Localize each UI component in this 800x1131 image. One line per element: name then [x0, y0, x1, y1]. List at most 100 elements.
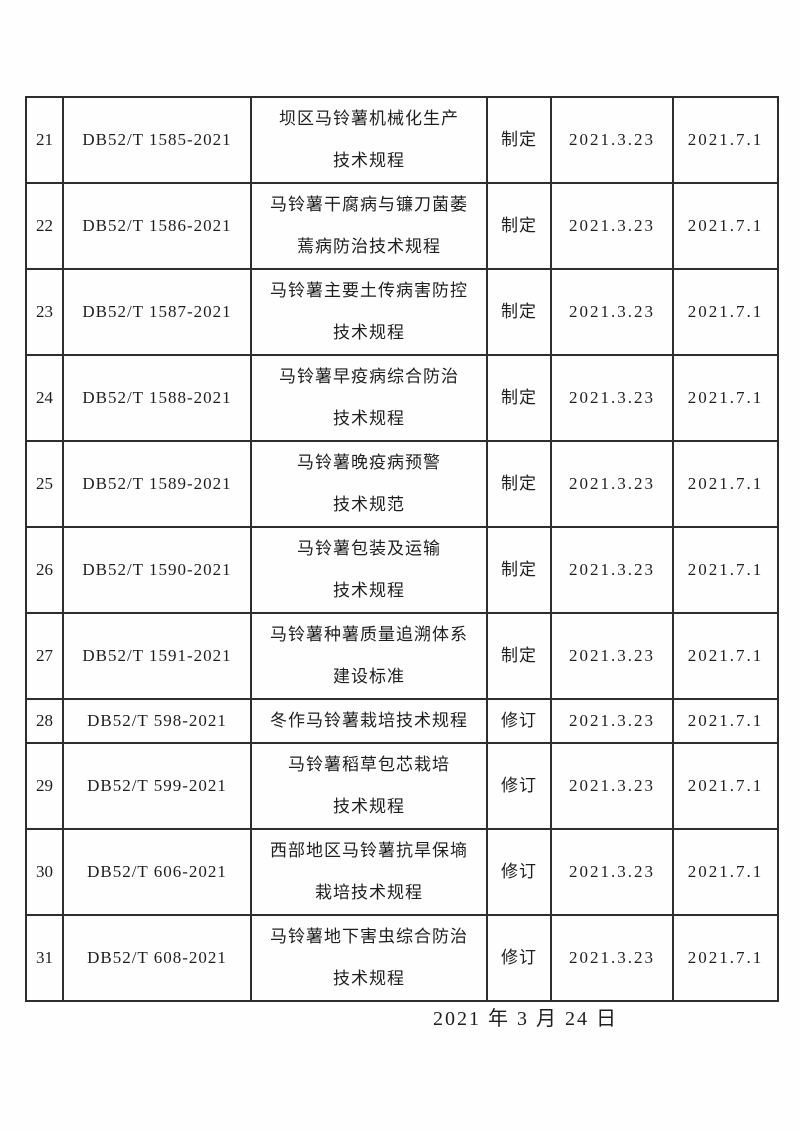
- table-row: 22 DB52/T 1586-2021 马铃薯干腐病与镰刀菌萎 蔫病防治技术规程 …: [25, 182, 779, 270]
- standard-code-cell: DB52/T 608-2021: [62, 914, 252, 1002]
- date-approved-cell: 2021.3.23: [550, 914, 674, 1002]
- standard-name-line: 马铃薯包装及运输: [297, 539, 441, 558]
- action-type-cell: 修订: [486, 828, 552, 916]
- standard-name-cell: 西部地区马铃薯抗旱保墒 栽培技术规程: [250, 828, 488, 916]
- standard-code-cell: DB52/T 599-2021: [62, 742, 252, 830]
- standard-code-cell: DB52/T 1586-2021: [62, 182, 252, 270]
- standard-code-cell: DB52/T 1588-2021: [62, 354, 252, 442]
- row-number-cell: 21: [25, 96, 64, 184]
- standard-name-cell: 马铃薯稻草包芯栽培 技术规程: [250, 742, 488, 830]
- date-approved-cell: 2021.3.23: [550, 742, 674, 830]
- table-row: 29 DB52/T 599-2021 马铃薯稻草包芯栽培 技术规程 修订 2021…: [25, 742, 779, 830]
- action-type-cell: 制定: [486, 526, 552, 614]
- date-effective-cell: 2021.7.1: [672, 354, 779, 442]
- date-approved-cell: 2021.3.23: [550, 828, 674, 916]
- row-number-cell: 31: [25, 914, 64, 1002]
- action-type-cell: 制定: [486, 96, 552, 184]
- standard-name-line: 技术规程: [333, 323, 405, 342]
- standard-name-line: 蔫病防治技术规程: [297, 237, 441, 256]
- action-type-cell: 修订: [486, 914, 552, 1002]
- row-number-cell: 27: [25, 612, 64, 700]
- date-approved-cell: 2021.3.23: [550, 182, 674, 270]
- standard-name-line: 技术规程: [333, 581, 405, 600]
- standard-name-line: 技术规程: [333, 797, 405, 816]
- action-type-cell: 修订: [486, 698, 552, 744]
- standard-name-line: 马铃薯主要土传病害防控: [270, 281, 468, 300]
- standard-name-line: 马铃薯地下害虫综合防治: [270, 927, 468, 946]
- standard-name-line: 栽培技术规程: [315, 883, 423, 902]
- date-effective-cell: 2021.7.1: [672, 828, 779, 916]
- standard-name-line: 马铃薯早疫病综合防治: [279, 367, 459, 386]
- date-effective-cell: 2021.7.1: [672, 698, 779, 744]
- standard-code-cell: DB52/T 1585-2021: [62, 96, 252, 184]
- action-type-cell: 制定: [486, 354, 552, 442]
- table-row: 28 DB52/T 598-2021 冬作马铃薯栽培技术规程 修订 2021.3…: [25, 698, 779, 744]
- standard-name-cell: 马铃薯干腐病与镰刀菌萎 蔫病防治技术规程: [250, 182, 488, 270]
- standard-name-line: 马铃薯晚疫病预警: [297, 453, 441, 472]
- row-number-cell: 29: [25, 742, 64, 830]
- date-approved-cell: 2021.3.23: [550, 354, 674, 442]
- row-number-cell: 25: [25, 440, 64, 528]
- row-number-cell: 22: [25, 182, 64, 270]
- standard-name-line: 马铃薯干腐病与镰刀菌萎: [270, 195, 468, 214]
- table-row: 27 DB52/T 1591-2021 马铃薯种薯质量追溯体系 建设标准 制定 2…: [25, 612, 779, 700]
- row-number-cell: 30: [25, 828, 64, 916]
- date-effective-cell: 2021.7.1: [672, 612, 779, 700]
- standard-code-cell: DB52/T 606-2021: [62, 828, 252, 916]
- date-approved-cell: 2021.3.23: [550, 440, 674, 528]
- date-effective-cell: 2021.7.1: [672, 268, 779, 356]
- standard-name-cell: 马铃薯早疫病综合防治 技术规程: [250, 354, 488, 442]
- action-type-cell: 制定: [486, 440, 552, 528]
- date-approved-cell: 2021.3.23: [550, 698, 674, 744]
- standard-name-line: 马铃薯稻草包芯栽培: [288, 755, 450, 774]
- action-type-cell: 制定: [486, 612, 552, 700]
- row-number-cell: 28: [25, 698, 64, 744]
- standard-name-line: 建设标准: [333, 667, 405, 686]
- standard-name-line: 技术规范: [333, 495, 405, 514]
- standard-name-line: 冬作马铃薯栽培技术规程: [270, 711, 468, 730]
- standard-name-cell: 马铃薯地下害虫综合防治 技术规程: [250, 914, 488, 1002]
- standard-code-cell: DB52/T 598-2021: [62, 698, 252, 744]
- standard-name-cell: 冬作马铃薯栽培技术规程: [250, 698, 488, 744]
- table-row: 31 DB52/T 608-2021 马铃薯地下害虫综合防治 技术规程 修订 20…: [25, 914, 779, 1002]
- row-number-cell: 24: [25, 354, 64, 442]
- standards-table-body: 21 DB52/T 1585-2021 坝区马铃薯机械化生产 技术规程 制定 20…: [25, 96, 779, 1002]
- standard-name-line: 技术规程: [333, 151, 405, 170]
- standard-name-cell: 坝区马铃薯机械化生产 技术规程: [250, 96, 488, 184]
- standard-name-line: 西部地区马铃薯抗旱保墒: [270, 841, 468, 860]
- row-number-cell: 26: [25, 526, 64, 614]
- standard-name-line: 技术规程: [333, 969, 405, 988]
- date-approved-cell: 2021.3.23: [550, 96, 674, 184]
- date-effective-cell: 2021.7.1: [672, 440, 779, 528]
- date-effective-cell: 2021.7.1: [672, 914, 779, 1002]
- row-number-cell: 23: [25, 268, 64, 356]
- table-row: 26 DB52/T 1590-2021 马铃薯包装及运输 技术规程 制定 2021…: [25, 526, 779, 614]
- standard-code-cell: DB52/T 1591-2021: [62, 612, 252, 700]
- document-date: 2021 年 3 月 24 日: [433, 1008, 618, 1030]
- standard-code-cell: DB52/T 1590-2021: [62, 526, 252, 614]
- standard-code-cell: DB52/T 1587-2021: [62, 268, 252, 356]
- table-row: 24 DB52/T 1588-2021 马铃薯早疫病综合防治 技术规程 制定 20…: [25, 354, 779, 442]
- standard-name-cell: 马铃薯晚疫病预警 技术规范: [250, 440, 488, 528]
- date-effective-cell: 2021.7.1: [672, 182, 779, 270]
- standard-name-line: 技术规程: [333, 409, 405, 428]
- standard-name-cell: 马铃薯种薯质量追溯体系 建设标准: [250, 612, 488, 700]
- table-row: 21 DB52/T 1585-2021 坝区马铃薯机械化生产 技术规程 制定 20…: [25, 96, 779, 184]
- date-approved-cell: 2021.3.23: [550, 268, 674, 356]
- date-approved-cell: 2021.3.23: [550, 612, 674, 700]
- standard-name-line: 坝区马铃薯机械化生产: [279, 109, 459, 128]
- action-type-cell: 制定: [486, 182, 552, 270]
- action-type-cell: 制定: [486, 268, 552, 356]
- date-effective-cell: 2021.7.1: [672, 526, 779, 614]
- action-type-cell: 修订: [486, 742, 552, 830]
- table-row: 25 DB52/T 1589-2021 马铃薯晚疫病预警 技术规范 制定 2021…: [25, 440, 779, 528]
- standard-name-line: 马铃薯种薯质量追溯体系: [270, 625, 468, 644]
- date-effective-cell: 2021.7.1: [672, 742, 779, 830]
- standards-table: 21 DB52/T 1585-2021 坝区马铃薯机械化生产 技术规程 制定 20…: [25, 96, 779, 1002]
- table-row: 30 DB52/T 606-2021 西部地区马铃薯抗旱保墒 栽培技术规程 修订 …: [25, 828, 779, 916]
- standard-name-cell: 马铃薯主要土传病害防控 技术规程: [250, 268, 488, 356]
- standard-code-cell: DB52/T 1589-2021: [62, 440, 252, 528]
- date-approved-cell: 2021.3.23: [550, 526, 674, 614]
- standard-name-cell: 马铃薯包装及运输 技术规程: [250, 526, 488, 614]
